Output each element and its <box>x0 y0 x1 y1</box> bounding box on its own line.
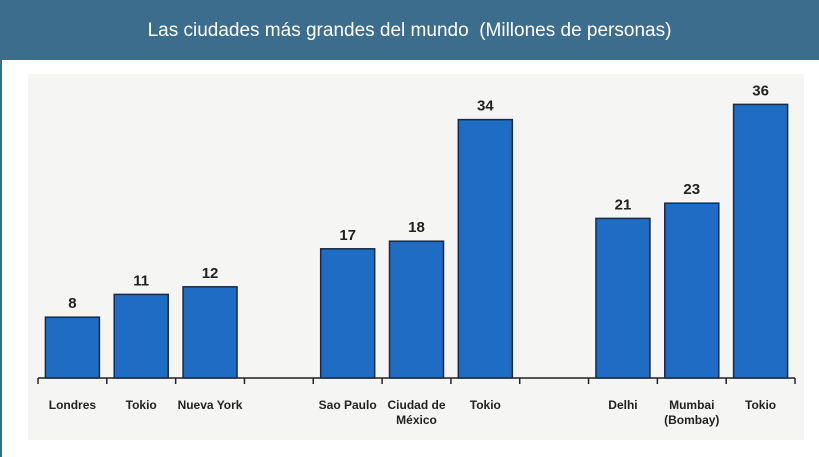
x-tick-label: Tokio <box>125 398 157 412</box>
bar <box>113 293 169 379</box>
x-tick-label: Tokio <box>745 398 777 412</box>
bar <box>182 286 238 379</box>
bar <box>319 248 376 379</box>
data-label: 23 <box>683 181 700 198</box>
x-tick-label: Sao Paulo <box>318 398 377 412</box>
x-tick-label: Mumbai (Bombay) <box>664 398 720 427</box>
data-label: 8 <box>68 295 76 312</box>
data-label: 17 <box>339 227 356 244</box>
bar <box>388 240 445 379</box>
chart-title: Las ciudades más grandes del mundo (Mill… <box>0 0 819 60</box>
bar <box>664 202 720 379</box>
x-tick-label: Ciudad de México <box>387 398 446 427</box>
data-label: 34 <box>477 98 494 115</box>
data-label: 11 <box>133 272 149 289</box>
data-label: 36 <box>752 82 769 99</box>
data-label: 18 <box>408 219 425 236</box>
x-tick-label: Londres <box>48 398 97 412</box>
bar <box>595 217 651 379</box>
data-label: 21 <box>615 196 632 213</box>
frame-line <box>0 60 2 457</box>
bar <box>732 103 789 379</box>
data-label: 12 <box>202 265 219 282</box>
x-tick-label: Tokio <box>469 398 501 412</box>
x-tick-label: Nueva York <box>177 398 243 412</box>
bar <box>457 118 514 379</box>
x-tick-label: Delhi <box>608 398 638 412</box>
bar <box>44 316 101 379</box>
